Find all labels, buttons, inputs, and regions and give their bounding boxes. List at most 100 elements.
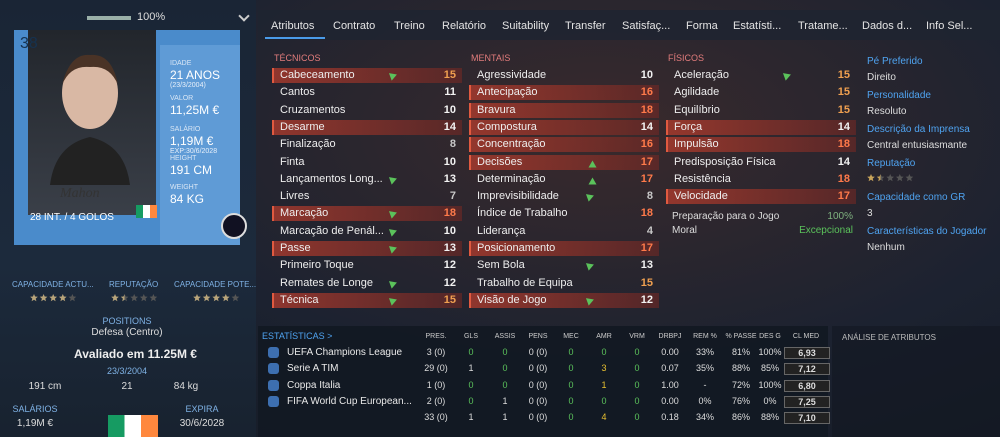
tab[interactable]: Dados d... <box>862 20 913 32</box>
attribute-value: 10 <box>443 155 456 168</box>
condition-label: Preparação para o Jogo <box>672 211 780 222</box>
attribute-name: Visão de Jogo <box>477 293 547 306</box>
attribute-name: Cruzamentos <box>280 103 346 116</box>
attribute-value: 15 <box>837 86 850 99</box>
attribute-value: 14 <box>837 120 850 133</box>
info-value: 21 ANOS <box>170 68 221 82</box>
tab[interactable]: Tratame... <box>798 20 848 32</box>
attribute-name: Determinação <box>477 172 546 185</box>
age: 21 <box>121 381 133 392</box>
stat-cell: 0 (0) <box>528 412 548 422</box>
stat-cell: 88% <box>731 363 750 374</box>
competition-icon <box>268 379 279 391</box>
highlight <box>272 292 462 308</box>
tab[interactable]: Contrato <box>333 20 376 32</box>
attribute-name: Impulsão <box>674 138 719 151</box>
attribute-value: 13 <box>443 242 456 254</box>
highlight <box>469 241 659 256</box>
attribute-name: Antecipação <box>477 86 538 99</box>
info-label: SALÁRIO <box>170 126 201 133</box>
highlight <box>469 154 659 170</box>
attribute-name: Cantos <box>280 86 315 99</box>
attribute-name: Finalização <box>280 138 336 151</box>
trend-arrow <box>782 69 797 81</box>
height: 191 cm <box>28 381 62 392</box>
trend-arrow <box>388 225 403 237</box>
condition-value: 100% <box>827 211 853 222</box>
tab[interactable]: Info Sel... <box>926 20 973 32</box>
star-rating <box>193 294 240 302</box>
attribute-name: Marcação de Penál... <box>280 224 384 237</box>
tab[interactable]: Suitability <box>502 20 550 32</box>
column-header: CL MED <box>792 333 820 340</box>
stat-cell: 7,25 <box>784 395 830 408</box>
tab[interactable]: Estatísti... <box>733 20 782 32</box>
attribute-value: 10 <box>443 103 456 116</box>
attribute-value: 10 <box>640 69 653 81</box>
attribute-value: 16 <box>640 138 653 151</box>
attribute-name: Liderança <box>477 224 526 237</box>
highlight <box>272 119 462 135</box>
star-rating <box>111 294 158 302</box>
stat-cell: 88% <box>760 412 779 422</box>
valuation: Avaliado em 11.25M € <box>74 347 197 361</box>
stat-cell: 3 <box>601 363 607 374</box>
star-rating <box>30 294 77 302</box>
stat-cell: 0 <box>568 395 574 406</box>
profile-value: Central entusiasmante <box>867 140 968 151</box>
profile-value: 3 <box>867 208 873 219</box>
section-title: TÉCNICOS <box>274 53 321 63</box>
competition: Serie A TIM <box>287 363 339 375</box>
trend-arrow <box>588 173 597 185</box>
attribute-name: Resistência <box>674 172 731 185</box>
attribute-value: 8 <box>646 190 653 203</box>
attribute-value: 17 <box>640 172 653 185</box>
attribute-name: Trabalho de Equipa <box>477 276 573 289</box>
trend-arrow <box>588 156 597 167</box>
info-label: IDADE <box>170 60 192 67</box>
column-header: DES G <box>759 333 781 340</box>
profile-label: Capacidade como GR <box>867 192 966 203</box>
club-badge <box>221 213 247 239</box>
stat-cell: 0 <box>568 363 574 374</box>
attribute-name: Cabeceamento <box>280 69 355 81</box>
stat-cell: 2 (0) <box>426 395 446 406</box>
stat-cell: 0 <box>634 347 640 357</box>
attribute-value: 8 <box>449 138 456 151</box>
highlight <box>272 241 462 256</box>
tab[interactable]: Relatório <box>442 20 487 32</box>
stat-cell: 1 (0) <box>426 379 446 390</box>
attribute-value: 15 <box>640 276 653 289</box>
tab[interactable]: Atributos <box>271 20 315 32</box>
stat-cell: 0.00 <box>661 395 679 406</box>
shirt-number: 38 <box>20 35 38 52</box>
attribute-name: Decisões <box>477 155 523 168</box>
condition-label: Moral <box>672 225 698 236</box>
salary-label: SALÁRIOS <box>12 404 58 414</box>
info-value: 84 KG <box>170 192 205 206</box>
tab[interactable]: Treino <box>394 20 425 32</box>
stat-cell: 29 (0) <box>424 363 448 374</box>
column-header: DRBPJ <box>658 333 682 340</box>
attribute-value: 12 <box>443 276 456 289</box>
tab[interactable]: Satisfaç... <box>622 20 671 32</box>
stat-cell: 4 <box>601 412 607 422</box>
stat-cell: 0 <box>568 379 574 390</box>
attribute-name: Livres <box>280 190 310 203</box>
tab[interactable]: Forma <box>686 20 718 32</box>
attribute-name: Técnica <box>280 293 319 306</box>
highlight <box>469 119 659 135</box>
stats-title[interactable]: ESTATÍSTICAS > <box>262 331 333 341</box>
attribute-name: Concentração <box>477 138 546 151</box>
flag-card <box>136 205 157 218</box>
stat-cell: 1.00 <box>661 379 679 390</box>
stat-cell: 0 <box>502 379 508 390</box>
stat-cell: 0% <box>698 395 712 406</box>
stat-cell: 0 <box>468 347 474 357</box>
tab[interactable]: Transfer <box>565 20 606 32</box>
column-header: % PASSE <box>725 333 757 340</box>
stat-cell: 0 <box>568 412 574 422</box>
stat-cell: 0 <box>634 379 640 390</box>
stat-cell: 1 <box>601 379 607 390</box>
stats-panel <box>258 326 828 437</box>
